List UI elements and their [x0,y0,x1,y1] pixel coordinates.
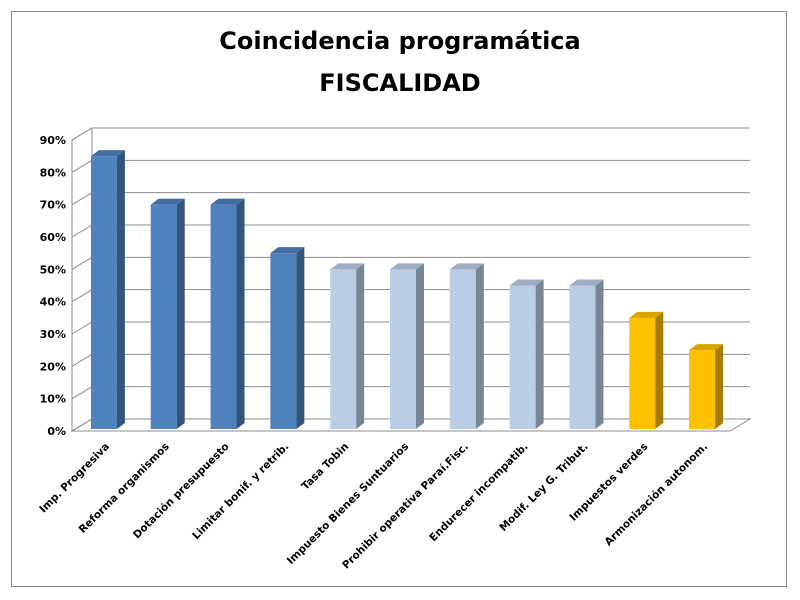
y-tick-label: 60% [40,231,66,244]
bar-top [629,311,664,318]
y-axis: 0% 10% 20% 30% 40% 50% 60% 70% 80% 90% [40,134,73,438]
gridline-side [71,192,93,206]
gridline-side [71,353,93,367]
bar [390,263,424,429]
bar-front [390,269,416,429]
bar-side [475,263,484,429]
bar [689,344,724,429]
bar-top [689,344,724,351]
bar-top [390,263,424,270]
chart-title: Coincidencia programática [219,27,581,55]
bar-front [629,317,656,429]
bar-side [655,311,664,429]
bar-side [116,150,125,429]
bar-side [356,263,365,429]
bar-top [150,198,185,205]
y-tick-label: 50% [40,263,66,276]
bar-front [90,156,117,429]
bar-side [236,198,245,429]
y-tick-label: 20% [40,360,66,373]
bar [449,263,484,429]
bar-front [210,204,237,429]
bar-side [176,198,185,429]
side-wall [71,127,93,432]
bars [90,150,724,429]
x-tick-label: Limitar bonif. y retrib. [190,441,291,542]
y-tick-label: 10% [40,393,66,406]
chart-subtitle: FISCALIDAD [319,69,481,97]
bar [210,198,245,429]
gridline-side [71,159,93,173]
bar [569,279,604,429]
y-tick-label: 40% [40,296,66,309]
y-tick-label: 70% [40,199,66,212]
gridline-side [71,321,93,335]
x-tick-label: Impuesto Bienes Suntuarios [285,441,411,567]
bar [629,311,664,429]
bar-side [595,279,604,429]
bar-front [509,285,536,429]
bar-side [416,263,424,429]
gridline-side [71,418,93,432]
x-tick-label: Endurecer incompatib. [427,441,530,544]
bar-top [449,263,484,270]
bar-front [569,285,596,429]
gridline-side [71,289,93,303]
bar-front [689,350,716,429]
bar [330,263,365,429]
x-tick-label: Prohibir operativa Paraí.Fisc. [340,441,471,572]
y-tick-label: 80% [40,166,66,179]
bar-front [330,269,357,429]
bar-front [150,204,177,429]
bar [150,198,185,429]
y-tick-label: 90% [40,134,66,147]
bar-top [509,279,544,286]
x-tick-label: Tasa Tobin [299,441,351,493]
x-tick-label: Armonización autonom. [603,441,711,549]
gridline-side [71,256,93,270]
bar-top [569,279,604,286]
gridline-side [71,127,93,141]
bar-side [715,344,724,429]
gridline-side [71,224,93,238]
bar-top [330,263,365,270]
y-tick-label: 30% [40,328,66,341]
bar-side [296,247,305,429]
bar [270,247,305,429]
bar-front [270,253,297,429]
bar-top [270,247,305,254]
bar-front [449,269,476,429]
bar-side [535,279,544,429]
bar-top [90,150,125,157]
y-tick-label: 0% [47,425,66,438]
gridline-side [71,386,93,400]
bar [509,279,544,429]
bar-top [210,198,245,205]
x-tick-label: Dotación presupuesto [131,441,232,542]
bar [90,150,125,429]
